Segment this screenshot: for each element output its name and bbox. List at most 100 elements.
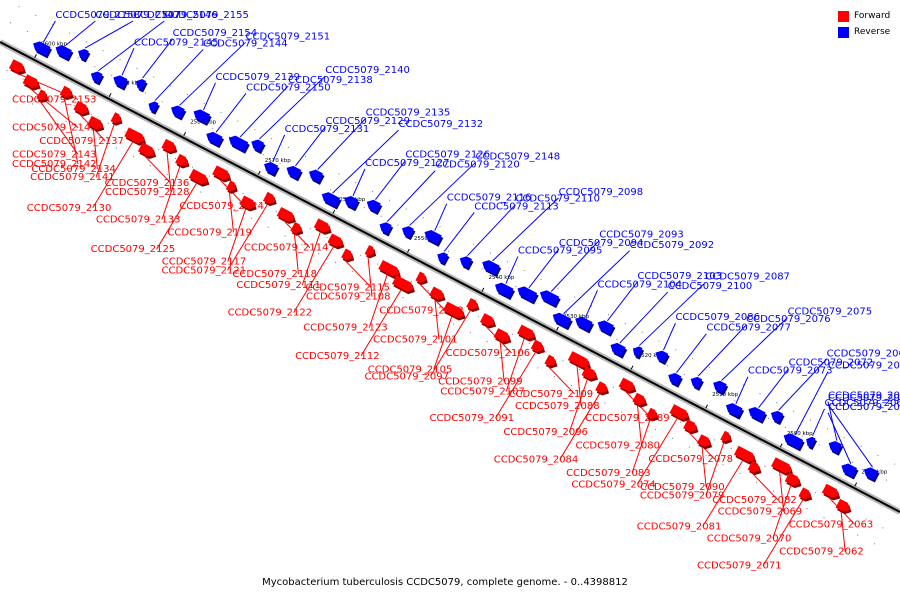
forward-gene (290, 222, 302, 234)
forward-gene-leader (166, 151, 172, 192)
reverse-gene-label: CCDC5079_2092 (630, 240, 715, 251)
forward-gene (239, 195, 256, 209)
forward-gene-label: CCDC5079_2141 (30, 172, 115, 183)
forward-gene (771, 457, 792, 474)
reverse-gene (401, 226, 414, 238)
forward-gene (632, 392, 646, 406)
reverse-gene-leader (563, 250, 630, 315)
reverse-gene (135, 78, 147, 90)
forward-gene (364, 244, 375, 256)
tick-mark (406, 248, 410, 253)
reverse-gene (517, 286, 538, 303)
reverse-gene (55, 45, 72, 60)
reverse-gene-leader (721, 317, 788, 381)
forward-gene-label: CCDC5079_2142 (12, 159, 97, 170)
forward-gene-leader (762, 499, 804, 566)
forward-gene (161, 138, 176, 152)
forward-gene (798, 487, 811, 500)
tick-mark (34, 54, 37, 59)
reverse-gene-leader (317, 118, 367, 170)
reverse-gene-label: CCDC5079_2073 (748, 366, 833, 377)
tick-mark (779, 443, 783, 448)
reverse-gene-label: CCDC5079_2076 (746, 314, 831, 325)
reverse-gene-leader (98, 20, 165, 72)
reverse-gene (206, 131, 223, 146)
reverse-gene-label: CCDC5079_2113 (474, 201, 559, 212)
forward-gene (137, 142, 155, 157)
forward-gene (696, 434, 711, 447)
reverse-gene-label: CCDC5079_2095 (518, 246, 603, 257)
reverse-gene (113, 75, 128, 89)
forward-gene-label: CCDC5079_2078 (648, 454, 733, 465)
forward-gene (683, 419, 697, 432)
forward-gene (188, 168, 208, 185)
reverse-gene (632, 346, 643, 358)
forward-gene-leader (499, 341, 505, 382)
forward-gene-label: CCDC5079_2133 (96, 214, 181, 225)
forward-gene-leader (840, 511, 846, 552)
forward-gene (544, 354, 556, 367)
reverse-gene-leader (154, 49, 204, 101)
forward-gene-label: CCDC5079_2122 (228, 308, 313, 319)
forward-gene-leader (701, 446, 707, 488)
reverse-gene-leader (386, 170, 436, 222)
reverse-gene-leader (550, 240, 600, 292)
forward-gene (493, 328, 510, 342)
reverse-gene-leader (676, 333, 707, 373)
forward-gene-leader (293, 246, 335, 313)
reverse-gene (770, 410, 784, 423)
forward-gene (110, 112, 121, 124)
reverse-gene (539, 290, 560, 306)
reverse-gene-label: CCDC5079_2135 (366, 108, 451, 119)
reverse-gene-label: CCDC5079_2098 (559, 187, 644, 198)
reverse-gene-label: CCDC5079_2075 (788, 306, 873, 317)
forward-gene (73, 100, 89, 114)
guide-track-0 (18, 6, 900, 468)
forward-gene-label: CCDC5079_2115 (305, 283, 390, 294)
reverse-gene-leader (374, 160, 406, 200)
forward-gene-label: CCDC5079_2106 (446, 348, 531, 359)
reverse-gene (193, 109, 211, 124)
forward-gene-leader (28, 87, 79, 129)
reverse-gene-label: CCDC5079_2147 (95, 10, 180, 21)
forward-gene-label: CCDC5079_2149 (12, 123, 97, 134)
forward-gene (327, 233, 343, 247)
forward-gene-label: CCDC5079_2114 (244, 243, 329, 254)
reverse-gene-label: CCDC5079_2155 (164, 10, 249, 21)
reverse-gene-leader (639, 282, 706, 346)
forward-gene-label: CCDC5079_2083 (566, 468, 651, 479)
forward-gene (391, 275, 414, 292)
reverse-gene-leader (65, 20, 96, 47)
reverse-gene-leader (239, 85, 289, 138)
tick-label: 2570 kbp (265, 158, 291, 164)
forward-gene-label: CCDC5079_2080 (575, 440, 660, 451)
forward-gene-label: CCDC5079_2137 (39, 136, 124, 147)
reverse-gene-leader (42, 20, 56, 43)
reverse-gene (690, 376, 703, 389)
reverse-gene (748, 407, 766, 422)
reverse-gene-label: CCDC5079_2072 (789, 358, 874, 369)
tick-mark (108, 92, 112, 97)
tick-mark (630, 365, 634, 370)
reverse-gene-label: CCDC5079_2087 (705, 271, 790, 282)
reverse-gene-leader (121, 48, 135, 76)
tick-mark (705, 404, 708, 409)
forward-gene (175, 153, 188, 166)
reverse-gene-label: CCDC5079_2086 (675, 312, 760, 323)
forward-gene-leader (433, 316, 453, 370)
forward-gene-label: CCDC5079_2089 (585, 413, 670, 424)
forward-gene-leader (368, 274, 388, 328)
reverse-gene (668, 373, 682, 386)
forward-gene-label: CCDC5079_2134 (31, 164, 116, 175)
reverse-gene-leader (352, 168, 366, 197)
forward-gene-leader (751, 472, 779, 501)
reverse-gene (379, 222, 392, 234)
reverse-gene-leader (528, 248, 560, 289)
forward-gene (567, 351, 590, 368)
forward-gene-leader (92, 129, 98, 170)
forward-gene-label: CCDC5079_2108 (306, 292, 391, 303)
tick-label: 2540 kbp (488, 275, 514, 281)
forward-gene-label: CCDC5079_2123 (303, 323, 388, 334)
forward-gene-label: CCDC5079_2118 (232, 269, 317, 280)
forward-gene-label: CCDC5079_2070 (707, 533, 792, 544)
